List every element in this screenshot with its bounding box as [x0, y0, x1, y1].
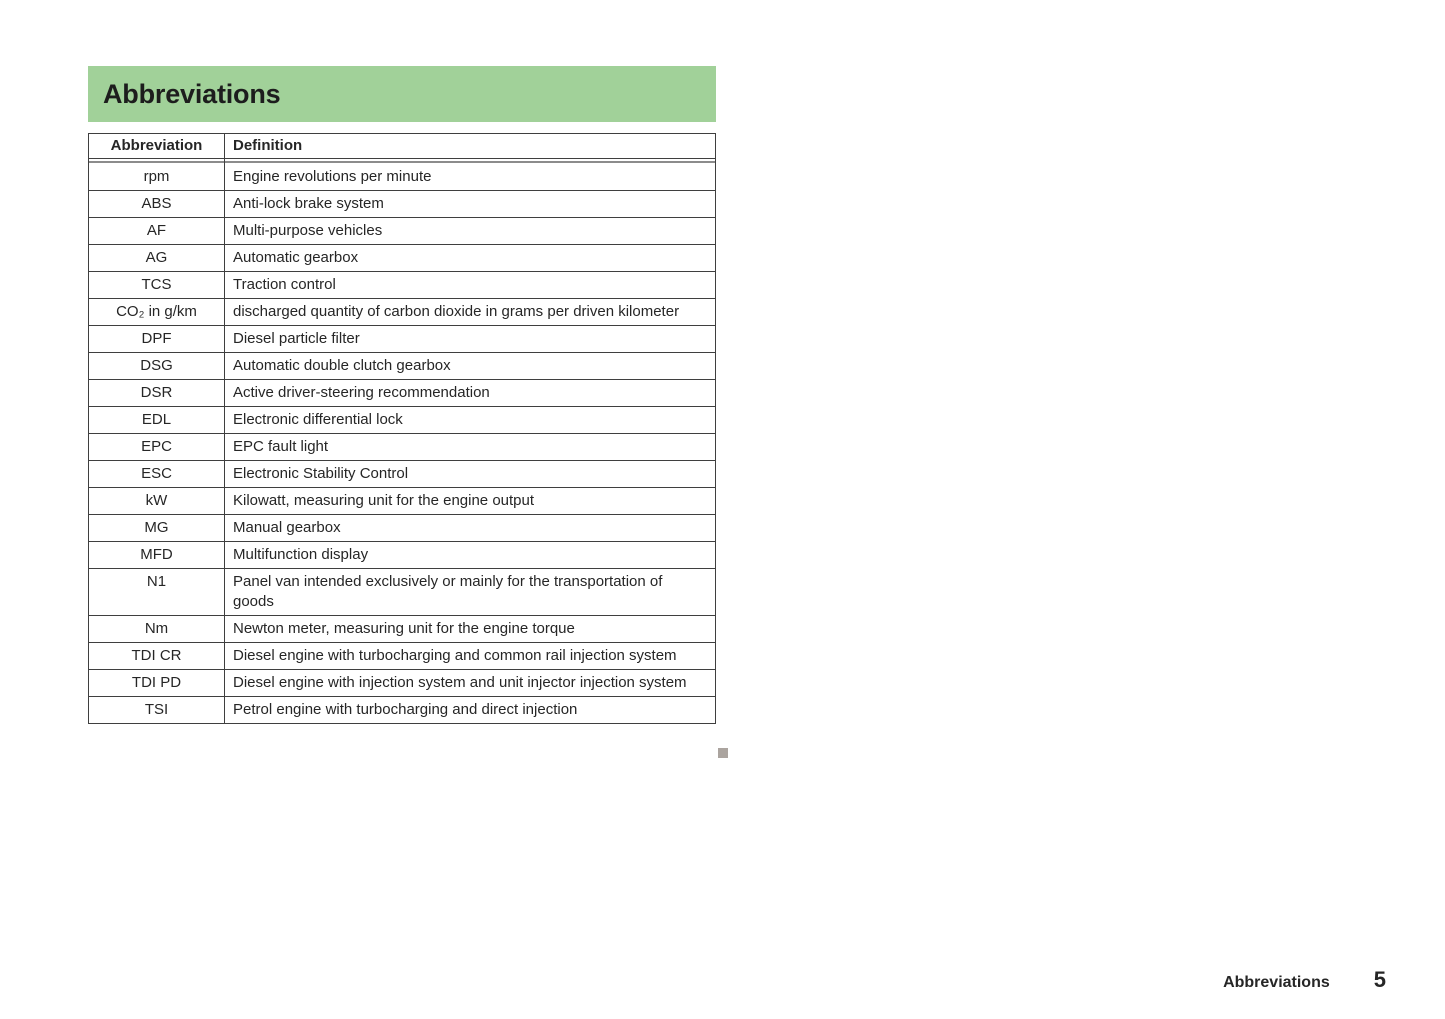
table-row: TDI CR Diesel engine with turbocharging a… [89, 642, 715, 669]
abbreviation-cell: CO₂ in g/km [89, 299, 225, 325]
table-row: kW Kilowatt, measuring unit for the engin… [89, 487, 715, 514]
column-header-abbreviation: Abbreviation [89, 134, 225, 158]
definition-cell: Multifunction display [233, 546, 369, 563]
abbreviation-cell: N1 [89, 569, 225, 615]
column-header-definition: Definition [233, 137, 303, 154]
definition-cell: Petrol engine with turbocharging and dir… [233, 701, 578, 718]
definition-cell: EPC fault light [233, 438, 329, 455]
table-row: EDL Electronic differential lock [89, 406, 715, 433]
definition-cell: Automatic gearbox [233, 249, 359, 266]
definition-cell: Manual gearbox [233, 519, 341, 536]
footer-section-label: Abbreviations [1223, 974, 1330, 991]
table-header-row: Abbreviation Definition [89, 134, 715, 158]
abbreviation-cell: MFD [89, 542, 225, 568]
definition-cell: Panel van intended exclusively or mainly… [233, 573, 663, 610]
abbreviation-cell: ABS [89, 191, 225, 217]
table-row: AF Multi-purpose vehicles [89, 217, 715, 244]
page-footer: Abbreviations 5 [1223, 967, 1386, 993]
abbreviations-table: Abbreviation Definition rpm Engine revolu… [88, 133, 716, 724]
abbreviation-cell: kW [89, 488, 225, 514]
page-title: Abbreviations [103, 78, 281, 109]
table-row: DSG Automatic double clutch gearbox [89, 352, 715, 379]
table-row: ABS Anti-lock brake system [89, 190, 715, 217]
section-title-banner: Abbreviations [88, 66, 716, 122]
definition-cell: Multi-purpose vehicles [233, 222, 383, 239]
abbreviation-cell: DPF [89, 326, 225, 352]
footer-page-number: 5 [1373, 967, 1386, 992]
abbreviation-cell: TDI PD [89, 670, 225, 696]
abbreviation-cell: ESC [89, 461, 225, 487]
definition-cell: Active driver-steering recommendation [233, 384, 490, 401]
table-row: TSI Petrol engine with turbocharging and … [89, 696, 715, 723]
abbreviation-cell: DSR [89, 380, 225, 406]
table-row: AG Automatic gearbox [89, 244, 715, 271]
definition-cell: Anti-lock brake system [233, 195, 384, 212]
end-of-section-marker [718, 748, 728, 758]
abbreviation-cell: EPC [89, 434, 225, 460]
header-separator-rule [89, 158, 715, 164]
definition-cell: Electronic differential lock [233, 411, 403, 428]
table-row: DSR Active driver-steering recommendation [89, 379, 715, 406]
abbreviation-cell: AF [89, 218, 225, 244]
definition-cell: Engine revolutions per minute [233, 168, 432, 185]
abbreviation-cell: EDL [89, 407, 225, 433]
table-row: TCS Traction control [89, 271, 715, 298]
table-body: rpm Engine revolutions per minute ABS Anti-… [89, 164, 715, 723]
table-row: CO₂ in g/km discharged quantity of carbon… [89, 298, 715, 325]
definition-cell: Traction control [233, 276, 336, 293]
table-row: MFD Multifunction display [89, 541, 715, 568]
definition-cell: Automatic double clutch gearbox [233, 357, 451, 374]
definition-cell: discharged quantity of carbon dioxide in… [233, 303, 680, 320]
table-row: EPC EPC fault light [89, 433, 715, 460]
table-row: MG Manual gearbox [89, 514, 715, 541]
abbreviation-cell: rpm [89, 164, 225, 190]
definition-cell: Diesel engine with injection system and … [233, 674, 687, 691]
definition-cell: Electronic Stability Control [233, 465, 409, 482]
definition-cell: Diesel particle filter [233, 330, 360, 347]
abbreviation-cell: DSG [89, 353, 225, 379]
abbreviation-cell: AG [89, 245, 225, 271]
abbreviation-cell: TSI [89, 697, 225, 723]
abbreviation-cell: Nm [89, 616, 225, 642]
abbreviation-cell: TCS [89, 272, 225, 298]
separator-column-divider [224, 159, 225, 164]
table-row: rpm Engine revolutions per minute [89, 164, 715, 190]
definition-cell: Diesel engine with turbocharging and com… [233, 647, 677, 664]
table-row: Nm Newton meter, measuring unit for the e… [89, 615, 715, 642]
table-row: DPF Diesel particle filter [89, 325, 715, 352]
table-row: N1 Panel van intended exclusively or main… [89, 568, 715, 615]
abbreviation-cell: MG [89, 515, 225, 541]
abbreviation-cell: TDI CR [89, 643, 225, 669]
table-row: ESC Electronic Stability Control [89, 460, 715, 487]
table-row: TDI PD Diesel engine with injection syste… [89, 669, 715, 696]
definition-cell: Kilowatt, measuring unit for the engine … [233, 492, 535, 509]
separator-gray-line [89, 161, 715, 163]
definition-cell: Newton meter, measuring unit for the eng… [233, 620, 575, 637]
